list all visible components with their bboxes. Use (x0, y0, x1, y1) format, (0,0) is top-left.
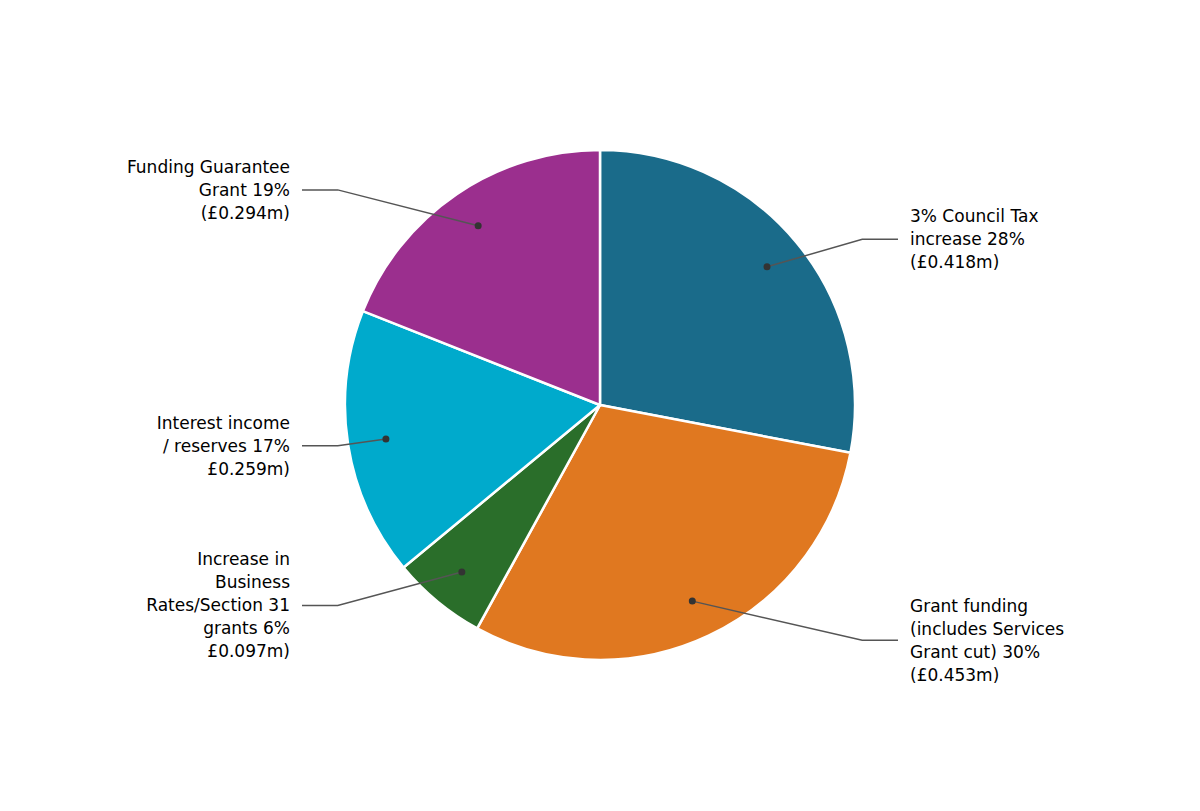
slice-label: Funding GuaranteeGrant 19%(£0.294m) (127, 157, 290, 223)
pie-slice (363, 150, 600, 405)
leader-line (767, 239, 898, 267)
leader-line (302, 439, 386, 446)
slice-label: 3% Council Taxincrease 28%(£0.418m) (910, 206, 1038, 272)
pie-slice (600, 150, 855, 453)
chart-container: 3% Council Taxincrease 28%(£0.418m) Grant… (0, 0, 1200, 811)
leader-line (302, 572, 462, 605)
leader-dot (764, 263, 771, 270)
leader-dot (458, 569, 465, 576)
leader-line (692, 601, 898, 640)
leaders (302, 190, 898, 640)
leader-dot (475, 222, 482, 229)
slice-label: Increase inBusinessRates/Section 31grant… (146, 549, 290, 661)
leader-dot (689, 598, 696, 605)
labels: 3% Council Taxincrease 28%(£0.418m) Grant… (127, 157, 1064, 685)
pie-chart: 3% Council Taxincrease 28%(£0.418m) Grant… (0, 0, 1200, 811)
slice-label: Interest income/ reserves 17%£0.259m) (157, 413, 290, 479)
leader-dot (382, 435, 389, 442)
leader-line (302, 190, 478, 226)
slice-label: Grant funding(includes ServicesGrant cut… (910, 596, 1064, 685)
